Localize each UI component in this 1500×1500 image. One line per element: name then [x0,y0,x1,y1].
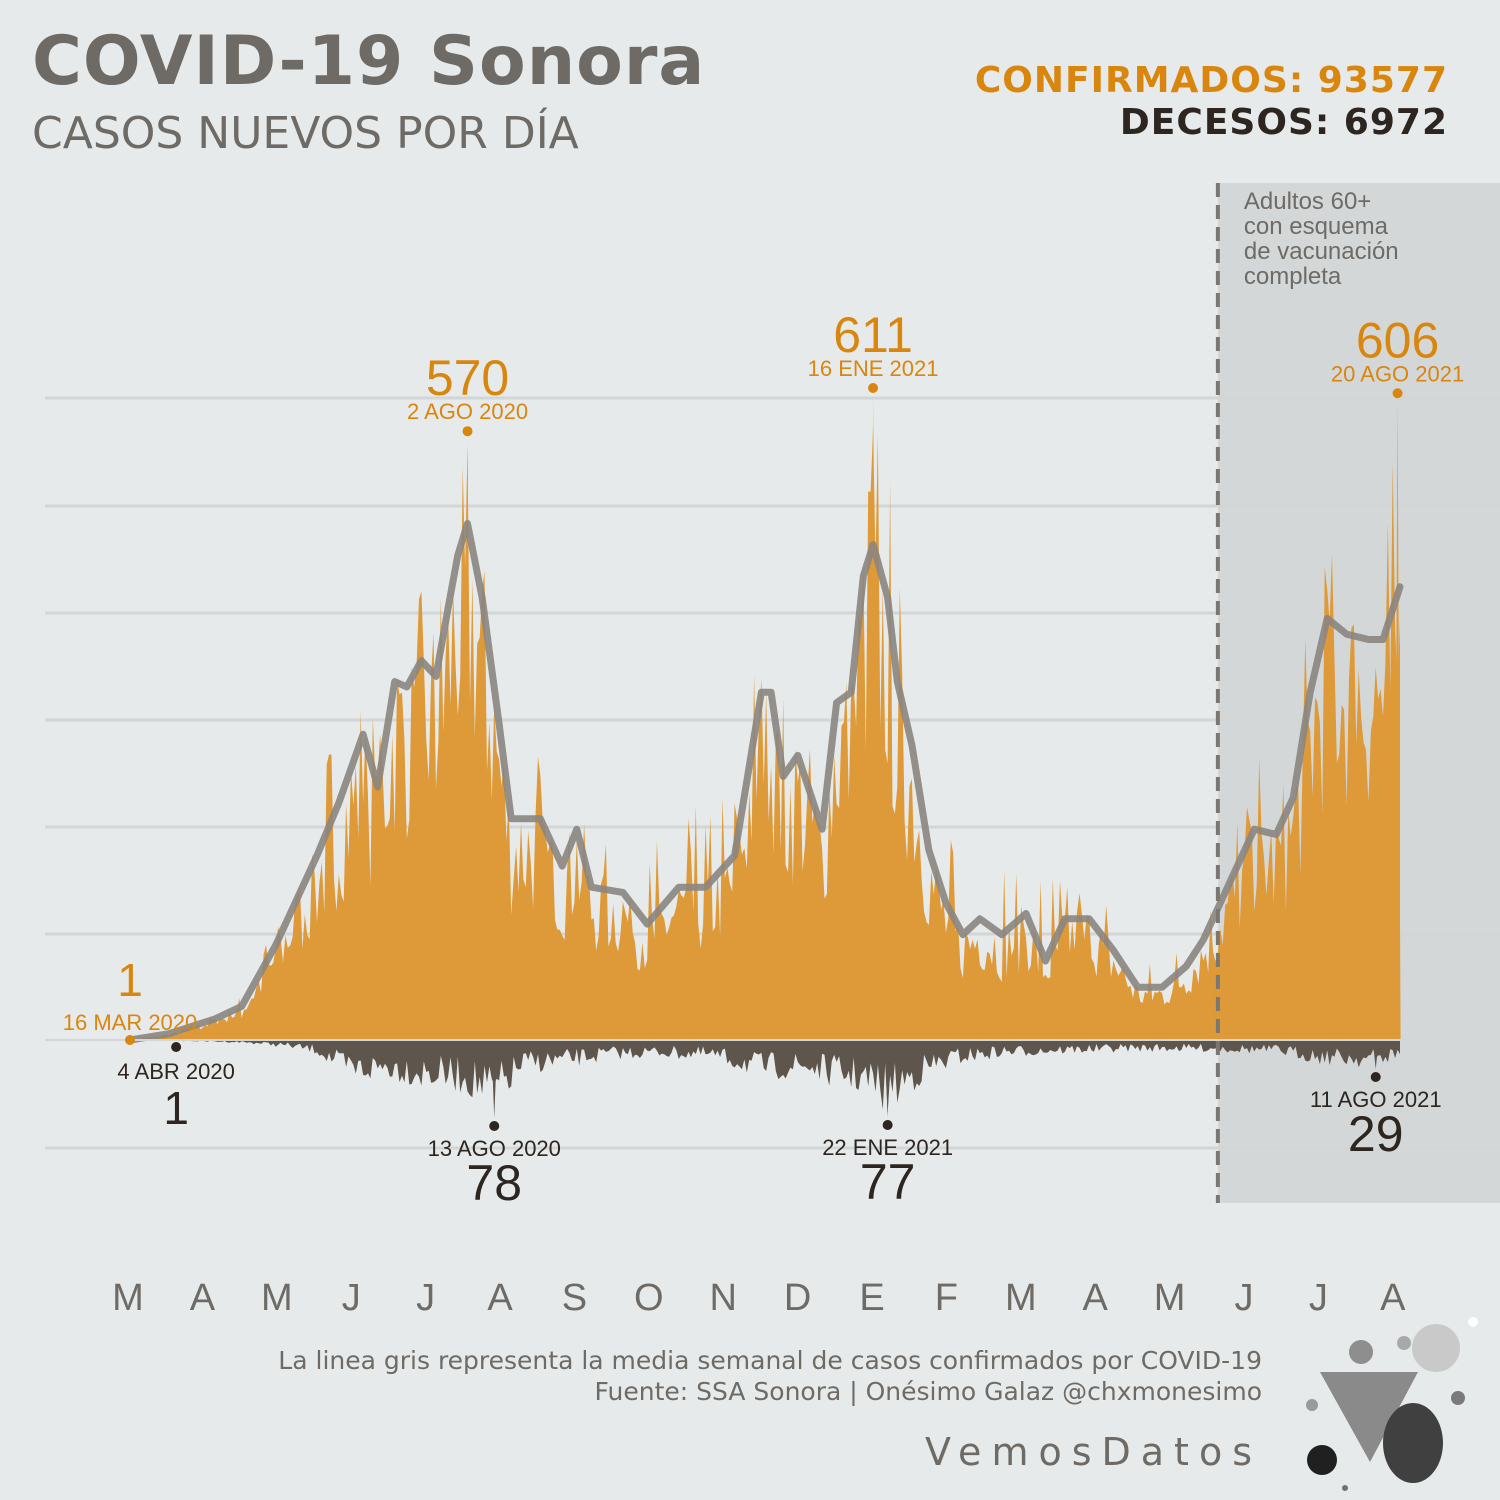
month-tick-label: M [1005,1277,1037,1319]
peak-death-date: 11 AGO 2021 [1310,1087,1442,1112]
footer-note: La linea gris representa la media semana… [278,1346,1262,1375]
first-case-date: 16 MAR 2020 [63,1010,198,1035]
peak-case-date: 2 AGO 2020 [407,399,528,424]
cases-peak-spike [870,396,877,1041]
peak-case-value: 570 [426,350,509,406]
peak-case-dot [1392,388,1403,399]
month-tick-label: O [634,1277,664,1319]
month-tick-label: M [1154,1277,1186,1319]
month-tick-label: N [709,1277,736,1319]
brand-name: VemosDatos [925,1430,1262,1474]
cases-area [130,427,1400,1041]
month-tick-label: A [190,1277,216,1319]
decesos-total: DECESOS: 6972 [1119,102,1448,143]
deaths-peak-spike [884,1040,891,1117]
first-case-dot [125,1035,135,1045]
vaccination-annotation-line: Adultos 60+ [1244,188,1371,215]
month-tick-label: E [859,1277,884,1319]
month-tick-label: J [342,1277,361,1319]
month-tick-label: J [416,1277,435,1319]
month-tick-label: A [1083,1277,1109,1319]
peak-case-value: 606 [1356,312,1439,368]
month-tick-label: J [1309,1277,1328,1319]
month-tick-label: J [1235,1277,1254,1319]
vaccination-annotation-line: completa [1244,263,1342,290]
vaccination-annotation-line: de vacunación [1244,238,1399,265]
peak-death-dot [1370,1072,1381,1082]
peak-death-value: 78 [466,1155,522,1211]
vemosdatos-logo-icon [1306,1317,1478,1491]
deaths-area [130,1040,1400,1113]
first-death-value: 1 [163,1082,189,1134]
peak-death-value: 77 [860,1154,916,1210]
peak-case-dot [868,383,879,394]
weekly-average-line [126,520,1404,1044]
peak-case-date: 16 ENE 2021 [808,356,939,381]
first-death-dot [171,1042,182,1052]
confirmados-total: CONFIRMADOS: 93577 [974,60,1448,101]
deaths-peak-spike [491,1040,498,1118]
month-tick-label: A [1380,1277,1406,1319]
month-tick-label: A [487,1277,513,1319]
cases-peak-spike [1394,401,1401,1040]
first-case-value: 1 [117,954,143,1006]
month-tick-label: D [784,1277,811,1319]
footer-source: Fuente: SSA Sonora | Onésimo Galaz @chxm… [594,1377,1262,1406]
peak-case-dot [462,426,473,437]
peak-death-dot [882,1120,893,1130]
chart-subtitle: CASOS NUEVOS POR DÍA [32,108,579,159]
peak-case-value: 611 [833,307,913,363]
month-tick-label: M [112,1277,144,1319]
month-tick-label: S [562,1277,587,1319]
cases-peak-spike [464,439,471,1041]
peak-death-value: 29 [1348,1106,1404,1162]
peak-case-date: 20 AGO 2021 [1331,361,1464,386]
deaths-peak-spike [1372,1040,1379,1069]
month-tick-label: F [935,1277,958,1319]
month-tick-label: M [261,1277,293,1319]
vaccination-annotation-line: con esquema [1244,213,1389,240]
peak-death-dot [489,1121,500,1131]
peak-death-date: 22 ENE 2021 [822,1135,953,1160]
peak-death-date: 13 AGO 2020 [428,1136,561,1161]
first-death-date: 4 ABR 2020 [117,1059,234,1084]
chart-title: COVID-19 Sonora [32,22,706,101]
